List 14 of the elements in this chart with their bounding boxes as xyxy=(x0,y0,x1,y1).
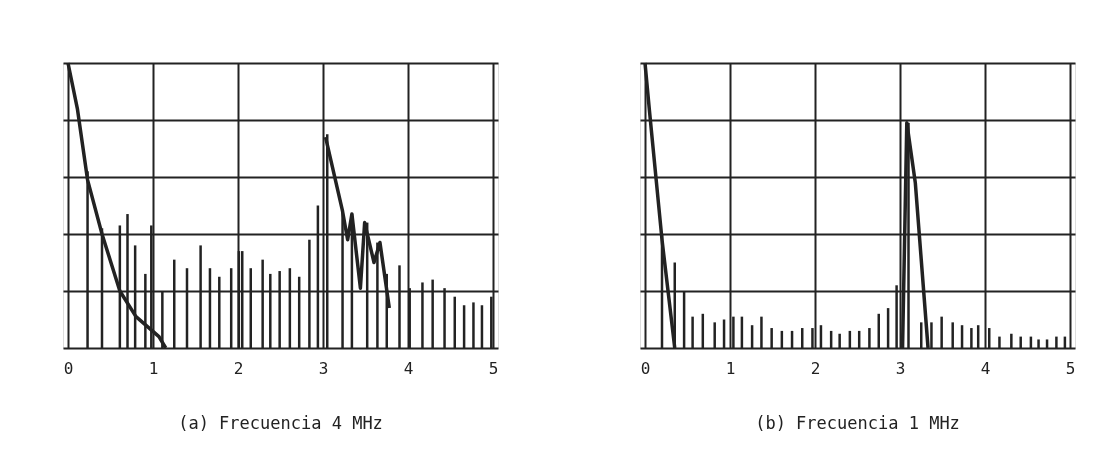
x-tick-label: 5 xyxy=(488,358,499,378)
x-tick-label: 1 xyxy=(148,358,159,378)
x-tick-label: 5 xyxy=(1065,358,1076,378)
x-tick-label: 3 xyxy=(895,358,906,378)
text: (b) Frecuencia 1 MHz xyxy=(755,413,960,433)
x-tick-label: 3 xyxy=(318,358,329,378)
x-tick-label: 0 xyxy=(640,358,651,378)
text: (a) Frecuencia 4 MHz xyxy=(178,413,383,433)
x-tick-label: 2 xyxy=(810,358,821,378)
x-tick-label: 4 xyxy=(403,358,414,378)
x-tick-label: 4 xyxy=(980,358,991,378)
x-tick-label: 0 xyxy=(63,358,74,378)
x-tick-label: 1 xyxy=(725,358,736,378)
x-tick-label: 2 xyxy=(233,358,244,378)
